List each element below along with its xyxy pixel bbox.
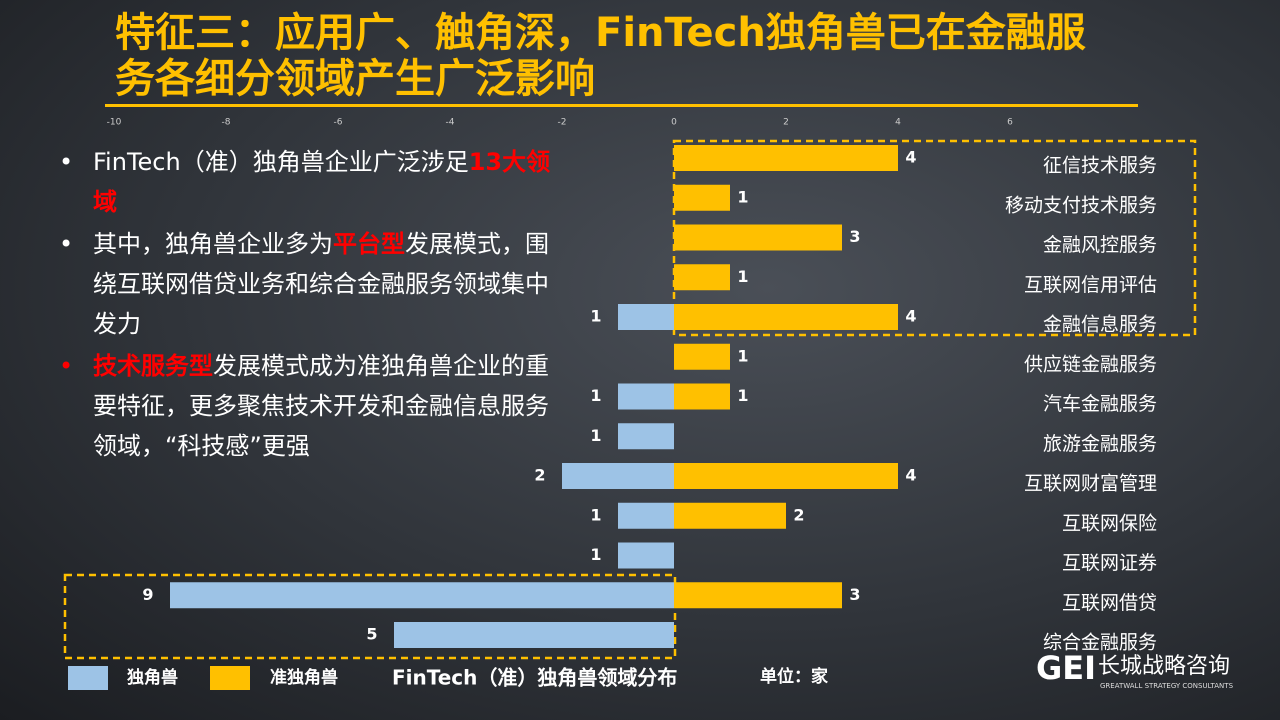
- data-label: 5: [366, 625, 377, 644]
- x-tick-label: -8: [222, 118, 231, 128]
- data-label: 9: [142, 585, 153, 604]
- bullet-text: FinTech（准）独角兽企业广泛涉足: [93, 148, 469, 176]
- slide-title: 特征三：应用广、触角深，FinTech独角兽已在金融服 务各细分领域产生广泛影响: [115, 10, 1086, 102]
- data-label: 4: [905, 307, 916, 326]
- data-label: 1: [737, 386, 748, 405]
- x-tick-label: -2: [558, 118, 567, 128]
- data-label: 1: [590, 307, 601, 326]
- data-label: 1: [590, 386, 601, 405]
- bullet-dot: •: [59, 352, 74, 380]
- category-label: 供应链金融服务: [1024, 353, 1157, 375]
- data-label: 1: [590, 505, 601, 524]
- bar: [674, 264, 730, 291]
- bullet-item: • FinTech（准）独角兽企业广泛涉足13大领域: [55, 142, 555, 222]
- highlight-box: [63, 573, 677, 660]
- logo-mark: GEI: [1036, 649, 1096, 687]
- bar: [618, 542, 674, 569]
- legend-label: 独角兽: [127, 667, 178, 688]
- data-label: 4: [905, 148, 916, 167]
- bullet-item: • 技术服务型发展模式成为准独角兽企业的重要特征，更多聚焦技术开发和金融信息服务领…: [55, 346, 555, 466]
- logo-subtitle: GREATWALL STRATEGY CONSULTANTS: [1100, 682, 1234, 690]
- category-label: 互联网保险: [1062, 512, 1157, 534]
- bullet-text: 其中，独角兽企业多为: [93, 230, 333, 258]
- chart-title: FinTech（准）独角兽领域分布: [392, 666, 677, 690]
- logo-name: 长城战略咨询: [1098, 654, 1230, 679]
- data-label: 2: [534, 466, 545, 485]
- category-label: 综合金融服务: [1043, 632, 1157, 654]
- bar: [394, 622, 674, 648]
- x-tick-label: 2: [783, 118, 789, 128]
- x-tick-label: 6: [1007, 118, 1013, 128]
- bar: [674, 304, 898, 330]
- category-label: 互联网信用评估: [1024, 274, 1157, 296]
- unit-label: 单位：家: [760, 666, 828, 687]
- bar: [674, 383, 730, 410]
- data-label: 4: [905, 466, 916, 485]
- x-tick-label: -10: [107, 118, 122, 128]
- x-tick-label: 4: [895, 118, 901, 128]
- data-label: 3: [849, 585, 860, 604]
- data-label: 1: [590, 426, 601, 445]
- bar: [170, 582, 674, 609]
- bar: [674, 463, 898, 489]
- bar: [618, 423, 674, 450]
- category-label: 旅游金融服务: [1043, 433, 1157, 455]
- bullet-dot: •: [59, 148, 74, 176]
- bullet-item: • 其中，独角兽企业多为平台型发展模式，围绕互联网借贷业务和综合金融服务领域集中发…: [55, 224, 555, 344]
- category-label: 互联网借贷: [1062, 592, 1157, 614]
- title-rule: [105, 104, 1138, 107]
- bar: [562, 463, 674, 489]
- data-label: 1: [737, 346, 748, 365]
- bullet-text: 发展模式成为准独角兽企业的重要特征，更多聚焦技术开发和金融信息服务领域，“科技感…: [93, 352, 549, 460]
- data-label: 1: [590, 545, 601, 564]
- legend-swatch: [68, 666, 108, 690]
- bar: [674, 224, 842, 251]
- title-line: 特征三：应用广、触角深，FinTech独角兽已在金融服: [115, 10, 1086, 56]
- category-label: 金融风控服务: [1043, 234, 1157, 256]
- category-label: 金融信息服务: [1043, 314, 1157, 336]
- data-label: 3: [849, 227, 860, 246]
- category-label: 汽车金融服务: [1043, 393, 1157, 415]
- data-label: 2: [793, 505, 804, 524]
- bar: [674, 145, 898, 171]
- bar: [618, 502, 674, 529]
- title-line: 务各细分领域产生广泛影响: [115, 56, 595, 102]
- category-label: 互联网财富管理: [1024, 473, 1157, 495]
- data-label: 1: [737, 187, 748, 206]
- bar: [674, 502, 786, 529]
- bar: [618, 304, 674, 330]
- bullet-list: • FinTech（准）独角兽企业广泛涉足13大领域 • 其中，独角兽企业多为平台型发…: [55, 142, 555, 468]
- bar: [618, 383, 674, 410]
- x-tick-label: -6: [334, 118, 343, 128]
- data-label: 1: [737, 267, 748, 286]
- category-label: 互联网证券: [1062, 552, 1157, 574]
- legend-label: 准独角兽: [270, 667, 338, 688]
- bullet-text: 平台型: [333, 230, 405, 258]
- x-tick-label: 0: [671, 118, 677, 128]
- bullet-text: 13大领域: [93, 148, 551, 216]
- bar: [674, 184, 730, 211]
- bullet-dot: •: [59, 230, 74, 258]
- bar: [674, 582, 842, 609]
- x-tick-label: -4: [446, 118, 455, 128]
- bullet-text: 发展模式，围绕互联网借贷业务和综合金融服务领域集中发力: [93, 230, 549, 338]
- legend-swatch: [210, 666, 250, 690]
- category-label: 征信技术服务: [1043, 155, 1157, 177]
- bullet-text: 技术服务型: [93, 352, 213, 380]
- bar: [674, 343, 730, 370]
- category-label: 移动支付技术服务: [1005, 194, 1157, 216]
